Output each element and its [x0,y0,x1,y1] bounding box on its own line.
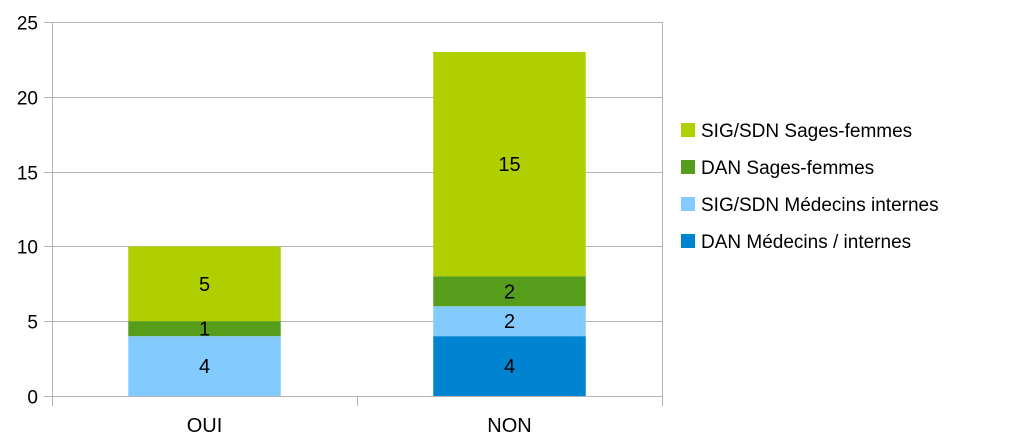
bar-segment [128,246,281,322]
y-tick-label: 5 [27,313,38,334]
bar-segment [128,336,281,396]
y-tick-label: 10 [17,238,38,259]
legend-swatch [681,197,695,211]
legend-label: DAN Médecins / internes [701,232,911,253]
y-tick-label: 15 [17,164,38,185]
bar-segment [128,321,281,337]
data-label: 1 [199,319,210,341]
y-tick-label: 25 [17,14,38,35]
y-tick-label: 20 [17,89,38,110]
data-label: 2 [504,311,515,333]
legend-swatch [681,234,695,248]
legend: SIG/SDN Sages-femmes DAN Sages-femmes SIG/… [681,121,939,253]
data-label: 4 [504,356,515,378]
bar-segment [433,276,586,307]
legend-swatch [681,123,695,137]
x-category-label: OUI [187,415,223,437]
data-label: 2 [504,281,515,303]
legend-label: DAN Sages-femmes [701,158,874,179]
legend-swatch [681,160,695,174]
x-category-label: NON [487,415,531,437]
legend-label: SIG/SDN Sages-femmes [701,121,912,142]
data-label: 15 [498,154,520,176]
data-label: 4 [199,356,210,378]
bar-segment [433,306,586,337]
bar-segment [433,336,586,396]
bar-segment [433,51,586,277]
y-tick-label: 0 [27,388,38,409]
data-label: 5 [199,274,210,296]
legend-label: SIG/SDN Médecins internes [701,195,939,216]
